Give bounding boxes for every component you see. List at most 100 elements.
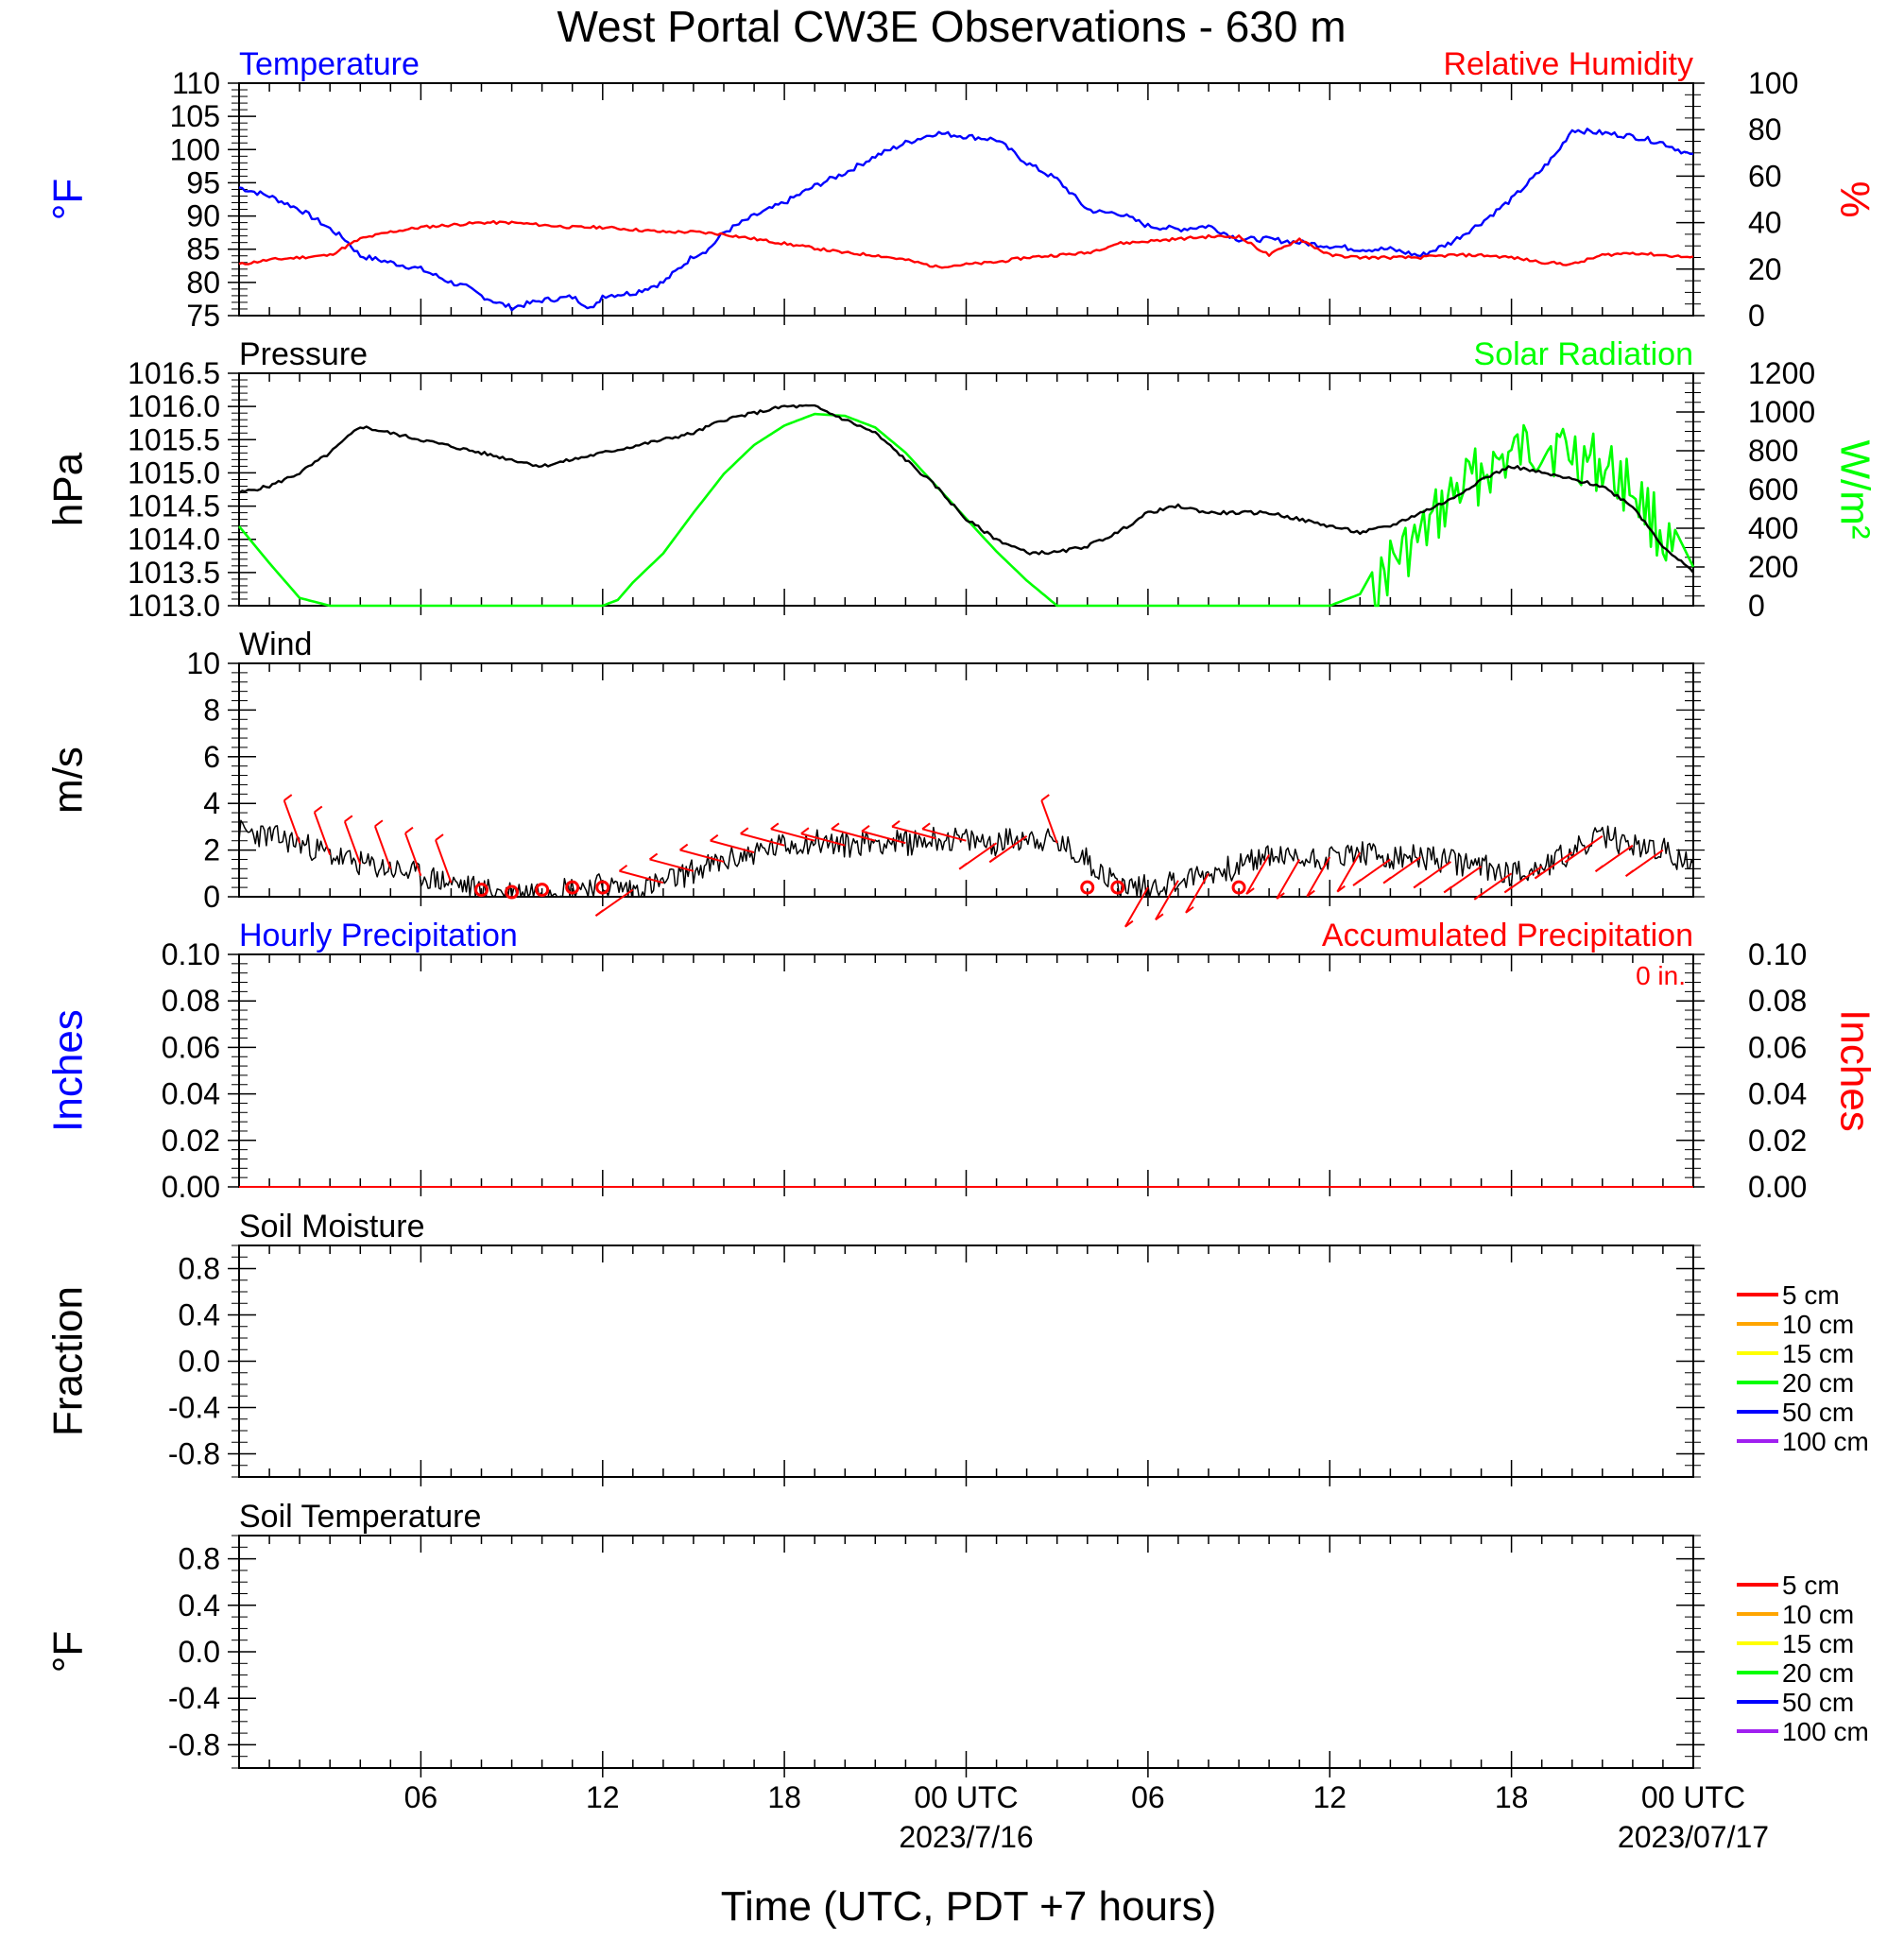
left-y-tick-label: 0.0 xyxy=(179,1345,220,1379)
wind-barb-feather xyxy=(1155,913,1164,921)
wind-barb-feather xyxy=(1040,794,1050,801)
panel-wind: 10 8 6 4 2 0 Wind m/s xyxy=(45,627,1705,928)
left-y-tick-label: 1013.0 xyxy=(128,589,220,623)
legend-label: 10 cm xyxy=(1782,1310,1854,1339)
wind-barb-feather xyxy=(1352,879,1362,886)
left-y-tick-label: 110 xyxy=(172,66,220,100)
wind-barb-feather xyxy=(1534,871,1544,880)
left-y-tick-label: -0.4 xyxy=(168,1391,220,1425)
calm-wind-marker xyxy=(535,883,550,898)
left-y-tick-label: 1016.0 xyxy=(128,389,220,423)
right-y-tick-label: 1200 xyxy=(1748,356,1815,390)
wind-barb-feather xyxy=(314,805,323,814)
wind-barb-feather xyxy=(891,820,901,828)
wind-barb-feather xyxy=(800,827,810,835)
legend-label: 15 cm xyxy=(1782,1339,1854,1368)
wind-barb-feather xyxy=(344,815,353,823)
left-y-tick-label: 2 xyxy=(203,833,220,867)
wind-barb-feather xyxy=(594,909,605,917)
left-y-tick-label: 95 xyxy=(186,165,220,199)
right-y-tick-label: 0.02 xyxy=(1748,1124,1807,1158)
wind-barb xyxy=(649,858,695,872)
legend-label: 15 cm xyxy=(1782,1629,1854,1658)
right-y-tick-label: 0.08 xyxy=(1748,984,1807,1018)
wind-barb xyxy=(1336,851,1362,893)
left-y-tick-label: 1013.5 xyxy=(128,556,220,590)
wind-barb-feather xyxy=(1473,893,1483,901)
panel-precip: 0.10 0.08 0.06 0.04 0.02 0.00 0.10 0.08 0.06 0.04… xyxy=(45,918,1878,1204)
solar-title: Solar Radiation xyxy=(1474,336,1693,372)
wind-barb-feather xyxy=(958,862,968,870)
right-y-tick-label: 60 xyxy=(1748,159,1782,193)
left-y-tick-label: 0.02 xyxy=(162,1124,220,1158)
left-y-tick-label: 85 xyxy=(186,232,220,266)
accum-precip-unit: Inches xyxy=(1831,1009,1878,1132)
soil-moisture-unit: Fraction xyxy=(45,1286,92,1436)
wind-barb-feather xyxy=(1413,881,1422,889)
left-y-tick-label: 0 xyxy=(203,880,220,914)
wind-barb xyxy=(740,833,785,847)
right-y-tick-label: 0.06 xyxy=(1748,1030,1807,1064)
chart-panels: 1101051009590858075100806040200Temperatu… xyxy=(45,46,1878,1854)
wind-barb xyxy=(1245,854,1270,895)
wind-barb-feather xyxy=(1564,855,1574,864)
wind-barb xyxy=(435,839,453,884)
plot-frame xyxy=(238,1245,1694,1478)
wind-barb-feather xyxy=(1306,889,1315,898)
wind-barb-feather xyxy=(921,822,931,831)
wind-barb xyxy=(404,833,422,877)
right-y-tick-label: 800 xyxy=(1748,434,1798,468)
accum-precip-total: 0 in. xyxy=(1636,961,1686,990)
humidity-title: Relative Humidity xyxy=(1443,46,1693,82)
wind-barb xyxy=(313,812,332,855)
left-y-tick-label: -0.8 xyxy=(168,1727,220,1761)
legend-label: 5 cm xyxy=(1782,1571,1840,1600)
left-y-tick-label: 6 xyxy=(203,740,220,774)
x-tick-label: 00 UTC xyxy=(1641,1780,1745,1814)
left-y-tick-label: 0.04 xyxy=(162,1077,220,1111)
panel-pressure-solar: 1016.51016.01015.51015.01014.51014.01013… xyxy=(45,336,1878,623)
wind-barb-feather xyxy=(374,819,384,828)
plot-frame xyxy=(238,953,1694,1188)
wind-barb-feather xyxy=(435,833,444,841)
wind-barb xyxy=(891,825,936,840)
legend-label: 20 cm xyxy=(1782,1368,1854,1398)
wind-barb xyxy=(619,869,664,884)
left-y-tick-label: -0.8 xyxy=(168,1437,220,1471)
legend-label: 5 cm xyxy=(1782,1280,1840,1310)
left-y-tick-label: 105 xyxy=(170,99,220,133)
wind-barb xyxy=(1040,799,1058,844)
humidity-unit: % xyxy=(1831,180,1878,217)
accum-precip-title: Accumulated Precipitation xyxy=(1322,918,1693,953)
legend-label: 50 cm xyxy=(1782,1688,1854,1717)
right-y-tick-label: 100 xyxy=(1748,66,1798,100)
wind-barb-feather xyxy=(710,833,719,842)
x-tick-label: 00 UTC xyxy=(914,1780,1018,1814)
wind-barb-feather xyxy=(1503,885,1513,894)
wind-unit: m/s xyxy=(45,747,92,814)
legend-label: 100 cm xyxy=(1782,1427,1869,1456)
right-y-tick-label: 80 xyxy=(1748,112,1782,146)
left-y-tick-label: 0.4 xyxy=(179,1298,220,1332)
legend-label: 20 cm xyxy=(1782,1658,1854,1688)
pressure-line xyxy=(238,403,1694,574)
left-y-tick-label: 1016.5 xyxy=(128,356,220,390)
wind-barb xyxy=(1276,858,1301,900)
wind-barb xyxy=(831,828,876,842)
wind-barb-feather xyxy=(831,822,840,831)
wind-barb xyxy=(800,833,846,847)
wind-barb xyxy=(921,828,967,842)
wind-barb-feather xyxy=(1245,887,1255,895)
left-y-tick-label: 10 xyxy=(186,646,220,680)
left-y-tick-label: 0.00 xyxy=(162,1170,220,1204)
wind-barb xyxy=(1306,856,1331,898)
left-y-tick-label: 1014.5 xyxy=(128,489,220,524)
solar-line xyxy=(238,412,1695,608)
wind-barb-feather xyxy=(988,855,998,864)
legend-label: 10 cm xyxy=(1782,1600,1854,1629)
wind-barb xyxy=(1185,872,1209,914)
x-date-label: 2023/7/16 xyxy=(899,1820,1033,1854)
plot-frame xyxy=(238,662,1694,898)
